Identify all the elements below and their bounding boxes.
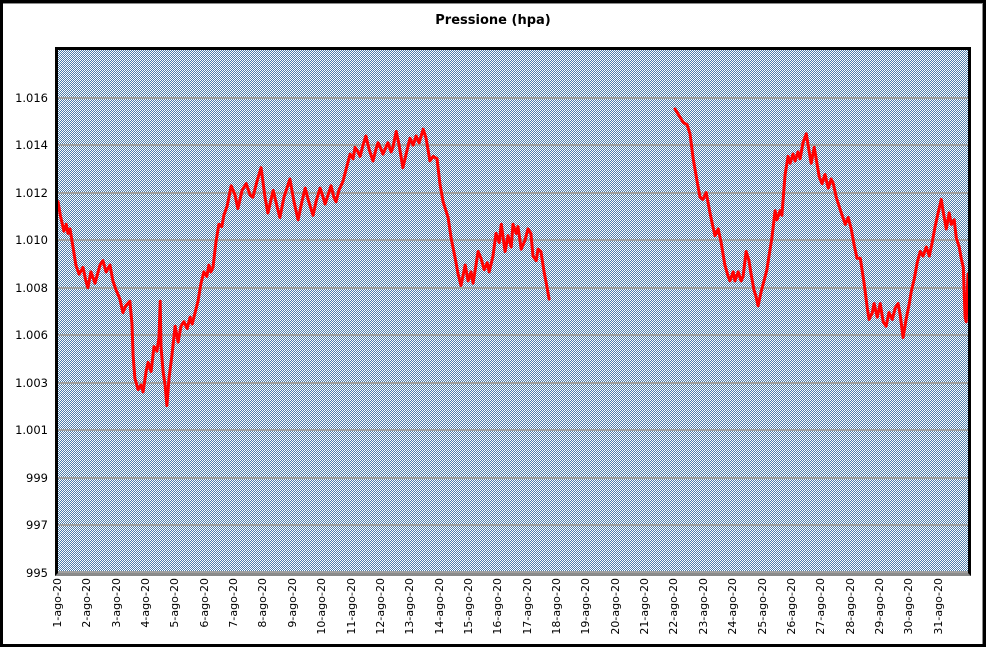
x-tick-label: 4-ago-20 — [139, 578, 153, 628]
gridline — [58, 382, 968, 384]
x-tick-label: 14-ago-20 — [432, 578, 446, 635]
x-tick-label: 23-ago-20 — [696, 578, 710, 635]
x-tick-label: 8-ago-20 — [256, 578, 270, 628]
x-tick-label: 19-ago-20 — [579, 578, 593, 635]
gridline — [58, 287, 968, 289]
gridline — [58, 477, 968, 479]
x-tick-label: 27-ago-20 — [814, 578, 828, 635]
x-tick-label: 30-ago-20 — [902, 578, 916, 635]
x-tick-label: 6-ago-20 — [197, 578, 211, 628]
x-tick-label: 28-ago-20 — [843, 578, 857, 635]
x-tick-label: 17-ago-20 — [520, 578, 534, 635]
x-tick-label: 22-ago-20 — [667, 578, 681, 635]
x-tick-label: 25-ago-20 — [755, 578, 769, 635]
gridline — [58, 524, 968, 526]
x-tick-label: 20-ago-20 — [608, 578, 622, 635]
x-tick-label: 26-ago-20 — [784, 578, 798, 635]
y-tick-label: 1.008 — [15, 280, 48, 295]
gridline — [58, 97, 968, 99]
gridline — [58, 334, 968, 336]
x-tick-label: 29-ago-20 — [872, 578, 886, 635]
x-tick-label: 9-ago-20 — [285, 578, 299, 628]
gridline — [58, 429, 968, 431]
y-tick-label: 995 — [26, 566, 48, 580]
pressure-line-series — [58, 107, 968, 407]
x-tick-label: 21-ago-20 — [638, 578, 652, 635]
y-tick-label: 1.006 — [15, 328, 48, 343]
x-tick-label: 2-ago-20 — [80, 578, 94, 628]
x-tick-label: 13-ago-20 — [403, 578, 417, 635]
x-tick-label: 15-ago-20 — [461, 578, 475, 635]
y-tick-label: 1.012 — [15, 185, 48, 200]
x-tick-label: 24-ago-20 — [726, 578, 740, 635]
gridline — [58, 144, 968, 146]
x-tick-label: 3-ago-20 — [109, 578, 123, 628]
x-tick-label: 11-ago-20 — [344, 578, 358, 635]
gridline — [58, 571, 968, 573]
y-tick-label: 997 — [26, 518, 48, 533]
y-tick-label: 1.001 — [15, 423, 48, 438]
y-tick-label: 1.016 — [15, 90, 48, 105]
x-tick-label: 16-ago-20 — [491, 578, 505, 635]
y-tick-label: 1.003 — [15, 375, 48, 390]
x-tick-label: 12-ago-20 — [373, 578, 387, 635]
plot-area — [58, 50, 968, 573]
x-tick-label: 1-ago-20 — [51, 578, 64, 628]
x-tick-label: 10-ago-20 — [315, 578, 329, 635]
x-tick-label: 31-ago-20 — [931, 578, 945, 635]
x-tick-label: 18-ago-20 — [550, 578, 564, 635]
y-tick-label: 1.014 — [15, 138, 48, 153]
x-tick-label: 5-ago-20 — [168, 578, 182, 628]
chart-title: Pressione (hpa) — [435, 13, 551, 28]
gridline — [58, 192, 968, 194]
y-tick-label: 1.010 — [15, 233, 48, 248]
y-tick-label: 999 — [26, 470, 48, 485]
x-tick-label: 7-ago-20 — [227, 578, 241, 628]
plot-frame — [55, 47, 971, 576]
